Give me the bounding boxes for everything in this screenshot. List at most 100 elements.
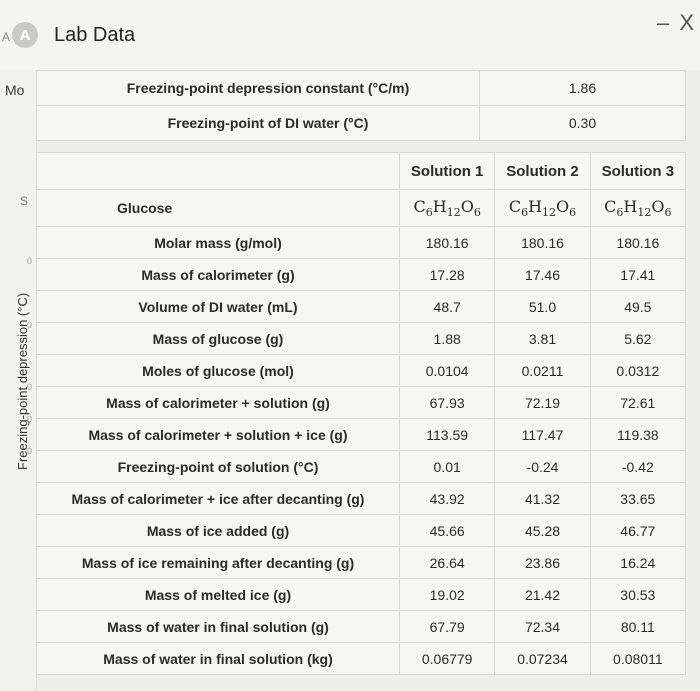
row-label: Volume of DI water (mL) bbox=[36, 290, 400, 323]
axis-tick: 0 bbox=[27, 256, 33, 266]
table-cell: 0.0211 bbox=[494, 354, 591, 387]
table-row: Moles of glucose (mol) 0.0104 0.0211 0.0312 bbox=[36, 354, 687, 387]
table-cell: 33.65 bbox=[589, 482, 687, 515]
table-cell: 72.19 bbox=[494, 386, 591, 419]
formula-row: Glucose C6H12O6 C6H12O6 C6H12O6 bbox=[36, 189, 687, 227]
table-cell: 3.81 bbox=[494, 322, 591, 355]
table-row: Mass of calorimeter + solution + ice (g)… bbox=[36, 418, 687, 451]
constant-value: 1.86 bbox=[479, 70, 686, 106]
table-cell: -0.24 bbox=[494, 450, 591, 483]
column-header: Solution 1 bbox=[398, 152, 496, 190]
constants-table: Freezing-point depression constant (°C/m… bbox=[36, 70, 686, 141]
formula-cell: C6H12O6 bbox=[398, 189, 496, 227]
table-cell: 119.38 bbox=[589, 418, 687, 451]
table-cell: 113.59 bbox=[398, 418, 496, 451]
table-row: Mass of calorimeter + ice after decantin… bbox=[36, 482, 687, 515]
table-cell: 180.16 bbox=[589, 226, 687, 259]
edge-letter: A bbox=[2, 30, 11, 44]
table-cell: 0.08011 bbox=[589, 642, 687, 675]
table-cell: 45.28 bbox=[494, 514, 591, 547]
constant-row: Freezing-point of DI water (°C) 0.30 bbox=[36, 105, 686, 141]
formula-cell: C6H12O6 bbox=[589, 189, 687, 227]
row-label: Mass of glucose (g) bbox=[36, 322, 400, 355]
axis-tick: 0 bbox=[27, 382, 33, 392]
table-cell: 26.64 bbox=[398, 546, 496, 579]
table-cell: -0.42 bbox=[589, 450, 687, 483]
table-cell: 5.62 bbox=[589, 322, 687, 355]
constant-value: 0.30 bbox=[479, 105, 686, 141]
window-controls[interactable]: – X bbox=[656, 10, 696, 35]
table-cell: 41.32 bbox=[494, 482, 591, 515]
table-cell: 16.24 bbox=[589, 546, 687, 579]
table-cell: 51.0 bbox=[494, 290, 591, 323]
table-row: Freezing-point of solution (°C) 0.01 -0.24… bbox=[36, 450, 687, 483]
column-header: Solution 2 bbox=[494, 152, 591, 190]
table-cell: 72.61 bbox=[589, 386, 687, 419]
table-cell: 49.5 bbox=[589, 290, 687, 323]
row-label: Mass of calorimeter + solution + ice (g) bbox=[36, 418, 400, 451]
table-cell: 117.47 bbox=[494, 418, 591, 451]
table-cell: 1.88 bbox=[398, 322, 496, 355]
row-label: Moles of glucose (mol) bbox=[36, 354, 400, 387]
table-cell: 180.16 bbox=[494, 226, 591, 259]
row-label: Mass of calorimeter + solution (g) bbox=[36, 386, 400, 419]
table-cell: 67.93 bbox=[398, 386, 496, 419]
app-icon-letter: A bbox=[19, 26, 31, 44]
table-cell: 17.41 bbox=[589, 258, 687, 291]
table-row: Mass of water in final solution (kg) 0.06… bbox=[36, 642, 687, 675]
table-cell: 0.07234 bbox=[494, 642, 591, 675]
table-cell: 19.02 bbox=[398, 578, 496, 611]
row-label: Freezing-point of solution (°C) bbox=[36, 450, 400, 483]
table-cell: 67.79 bbox=[398, 610, 496, 643]
table-row: Mass of calorimeter (g) 17.28 17.46 17.41 bbox=[36, 258, 687, 291]
table-cell: 180.16 bbox=[398, 226, 496, 259]
axis-tick: 0 bbox=[27, 414, 33, 424]
table-cell: 48.7 bbox=[398, 290, 496, 323]
lab-data-table: Solution 1 Solution 2 Solution 3 Glucose… bbox=[36, 152, 687, 675]
row-label: Mass of calorimeter (g) bbox=[36, 258, 400, 291]
formula-cell: C6H12O6 bbox=[494, 189, 591, 227]
header-blank bbox=[36, 152, 400, 190]
window-title: Lab Data bbox=[54, 24, 136, 46]
table-cell: 0.06779 bbox=[398, 642, 496, 675]
table-cell: 43.92 bbox=[398, 482, 496, 515]
table-cell: 80.11 bbox=[589, 610, 687, 643]
table-row: Mass of calorimeter + solution (g) 67.93 7… bbox=[36, 386, 687, 419]
app-icon: A bbox=[12, 22, 38, 48]
constant-label: Freezing-point depression constant (°C/m… bbox=[36, 70, 480, 106]
row-label: Mass of water in final solution (kg) bbox=[36, 642, 400, 675]
table-row: Mass of ice remaining after decanting (g… bbox=[36, 546, 687, 579]
table-row: Molar mass (g/mol) 180.16 180.16 180.16 bbox=[36, 226, 687, 259]
table-header-row: Solution 1 Solution 2 Solution 3 bbox=[36, 152, 687, 190]
row-label: Mass of melted ice (g) bbox=[36, 578, 400, 611]
table-cell: 46.77 bbox=[589, 514, 687, 547]
table-row: Volume of DI water (mL) 48.7 51.0 49.5 bbox=[36, 290, 687, 323]
table-row: Mass of ice added (g) 45.66 45.28 46.77 bbox=[36, 514, 687, 547]
table-row: Mass of glucose (g) 1.88 3.81 5.62 bbox=[36, 322, 687, 355]
axis-tick: 0 bbox=[27, 446, 33, 456]
row-label: Mass of ice remaining after decanting (g… bbox=[36, 546, 400, 579]
table-row: Mass of water in final solution (g) 67.79… bbox=[36, 610, 687, 643]
row-label: Mass of ice added (g) bbox=[36, 514, 400, 547]
table-cell: 0.01 bbox=[398, 450, 496, 483]
column-header: Solution 3 bbox=[589, 152, 687, 190]
constant-label: Freezing-point of DI water (°C) bbox=[36, 105, 480, 141]
axis-tick: 0 bbox=[27, 320, 33, 330]
row-label: Glucose bbox=[36, 189, 400, 227]
table-row: Mass of melted ice (g) 19.02 21.42 30.53 bbox=[36, 578, 687, 611]
table-cell: 0.0104 bbox=[398, 354, 496, 387]
table-cell: 45.66 bbox=[398, 514, 496, 547]
title-bar: A A Lab Data – X bbox=[0, 0, 700, 70]
table-cell: 17.28 bbox=[398, 258, 496, 291]
row-label: Mass of calorimeter + ice after decantin… bbox=[36, 482, 400, 515]
table-cell: 23.86 bbox=[494, 546, 591, 579]
table-cell: 17.46 bbox=[494, 258, 591, 291]
row-label: Mass of water in final solution (g) bbox=[36, 610, 400, 643]
constant-row: Freezing-point depression constant (°C/m… bbox=[36, 70, 686, 106]
sidebar-mo-label: Mo bbox=[5, 82, 25, 98]
table-cell: 30.53 bbox=[589, 578, 687, 611]
sidebar-s-label: S bbox=[20, 194, 29, 208]
table-cell: 72.34 bbox=[494, 610, 591, 643]
table-cell: 21.42 bbox=[494, 578, 591, 611]
row-label: Molar mass (g/mol) bbox=[36, 226, 400, 259]
